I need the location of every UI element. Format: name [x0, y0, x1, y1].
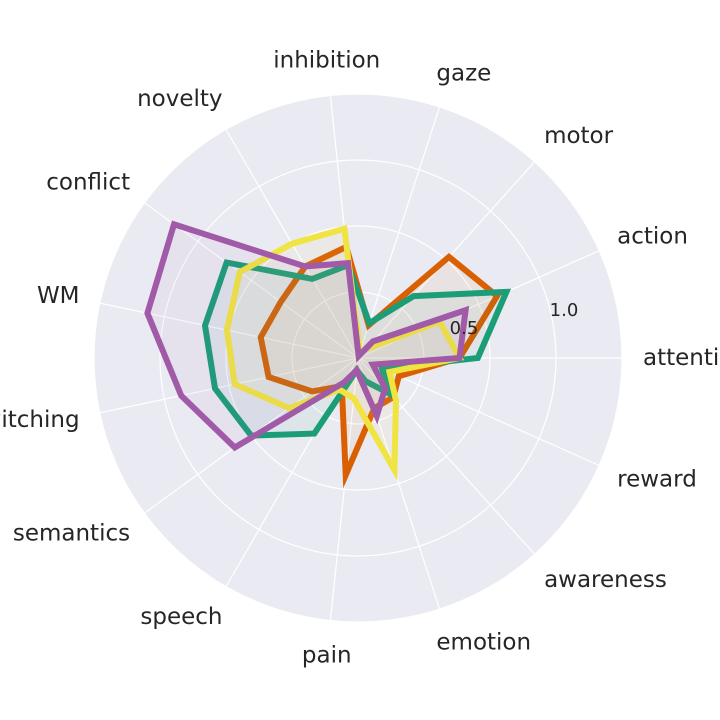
axis-label-reward: reward: [617, 467, 697, 493]
axis-label-novelty: novelty: [137, 86, 222, 112]
axis-label-pain: pain: [302, 642, 352, 668]
axis-label-attention: attention: [643, 345, 720, 371]
radial-tick-labels: 0.5 1.0: [450, 300, 579, 339]
axis-label-action: action: [617, 223, 688, 249]
axis-label-inhibition: inhibition: [273, 48, 380, 74]
axis-label-conflict: conflict: [46, 169, 130, 195]
axis-labels: attention action motor gaze inhibition novelt…: [0, 48, 720, 669]
spoke-8: [99, 357, 359, 414]
radial-tick-label-1: 1.0: [550, 300, 579, 321]
axis-label-wm: WM: [37, 283, 80, 309]
spoke-3: [357, 106, 441, 359]
series-layer: [144, 220, 512, 489]
series-3-line: [144, 220, 470, 452]
axis-label-semantics: semantics: [13, 521, 130, 547]
axis-label-motor: motor: [544, 123, 614, 149]
axis-label-awareness: awareness: [544, 567, 667, 593]
axis-label-speech: speech: [140, 604, 222, 630]
axis-label-gaze: gaze: [436, 61, 491, 87]
axis-label-emotion: emotion: [436, 629, 531, 655]
axis-label-switching: switching: [0, 407, 80, 433]
radial-tick-label-0: 0.5: [450, 318, 479, 339]
